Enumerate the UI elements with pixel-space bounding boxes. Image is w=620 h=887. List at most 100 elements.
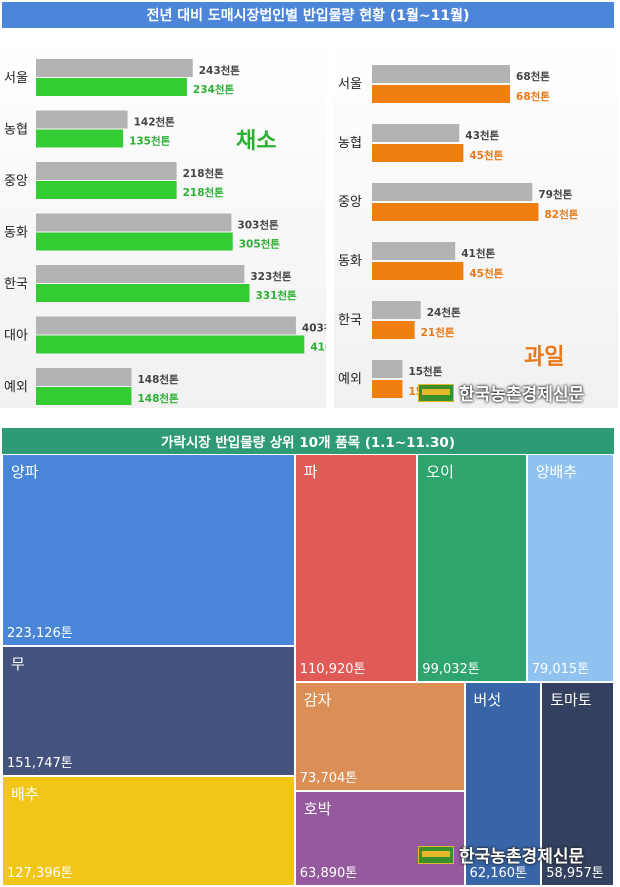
treemap-item-name: 양파	[11, 463, 39, 481]
current-year-bar	[36, 387, 132, 405]
newspaper-logo-icon	[418, 383, 454, 402]
prev-year-bar	[372, 301, 421, 319]
treemap-item-value: 110,920톤	[299, 661, 366, 677]
treemap-item-value: 127,396톤	[7, 865, 73, 881]
current-year-value-label: 148천톤	[137, 392, 179, 405]
prev-year-value-label: 79천톤	[538, 188, 572, 201]
category-label: 한국	[4, 277, 28, 292]
newspaper-logo-icon	[418, 845, 454, 864]
current-year-bar	[36, 232, 233, 251]
current-year-value-label: 135천톤	[129, 135, 171, 148]
treemap-item-name: 버섯	[473, 690, 502, 709]
treemap-item-name: 무	[11, 654, 25, 673]
chart-title-top: 전년 대비 도매시장법인별 반입물량 현황 (1월~11월)	[2, 2, 614, 28]
prev-year-value-label: 323천톤	[250, 270, 292, 283]
prev-year-bar	[36, 368, 132, 386]
current-year-bar	[372, 85, 511, 103]
prev-year-value-label: 148천톤	[137, 373, 179, 386]
prev-year-value-label: 15천톤	[408, 365, 442, 378]
treemap-item-name: 오이	[426, 463, 454, 481]
treemap-item-name: 양배추	[535, 463, 578, 481]
prev-year-value-label: 24천톤	[427, 306, 461, 319]
category-label: 서울	[4, 71, 28, 86]
treemap-cell: 호박 63,890톤	[294, 791, 465, 886]
watermark-text: 한국농촌경제신문	[459, 385, 585, 405]
current-year-bar	[36, 335, 305, 354]
category-group-label: 채소	[236, 129, 276, 154]
category-label: 중앙	[338, 195, 362, 210]
treemap-cell: 양배추 79,015톤	[526, 454, 614, 682]
prev-year-value-label: 142천톤	[134, 116, 176, 129]
prev-year-value-label: 243천톤	[199, 64, 241, 77]
category-label: 동화	[4, 226, 28, 241]
current-year-bar	[36, 129, 124, 148]
treemap-item-name: 토마토	[550, 690, 592, 709]
treemap-item-value: 151,747톤	[7, 756, 73, 772]
prev-year-bar	[372, 124, 460, 142]
watermark-text: 한국농촌경제신문	[459, 847, 585, 867]
current-year-bar	[372, 144, 464, 162]
prev-year-value-label: 68천톤	[516, 70, 550, 83]
watermark-bottom: 한국농촌경제신문	[418, 842, 584, 867]
chart-title-bottom: 가락시장 반입물량 상위 10개 품목 (1.1~11.30)	[2, 428, 614, 454]
current-year-bar	[372, 262, 464, 280]
treemap-cell: 감자 73,704톤	[294, 681, 465, 792]
current-year-value-label: 331천톤	[255, 289, 297, 302]
category-label: 농협	[4, 123, 28, 138]
prev-year-bar	[372, 242, 456, 260]
current-year-value-label: 218천톤	[183, 186, 225, 199]
prev-year-bar	[36, 162, 177, 180]
prev-year-bar	[36, 110, 128, 129]
current-year-value-label: 45천톤	[469, 149, 503, 162]
category-label: 농협	[338, 136, 362, 151]
prev-year-value-label: 218천톤	[183, 167, 225, 180]
current-year-bar	[372, 380, 403, 398]
current-year-value-label: 21천톤	[421, 326, 455, 339]
treemap-item-value: 223,126톤	[7, 625, 73, 641]
category-label: 예외	[338, 372, 362, 387]
category-label: 대아	[4, 329, 28, 344]
treemap-item-name: 파	[303, 463, 318, 481]
current-year-bar	[36, 78, 187, 96]
prev-year-bar	[36, 59, 193, 77]
treemap-item-value: 63,890톤	[299, 865, 358, 881]
current-year-value-label: 305천톤	[239, 238, 281, 251]
prev-year-value-label: 43천톤	[465, 129, 499, 142]
current-year-bar	[36, 284, 250, 302]
current-year-bar	[36, 181, 177, 199]
prev-year-value-label: 403천톤	[302, 322, 326, 335]
prev-year-bar	[372, 183, 533, 201]
current-year-bar	[372, 321, 415, 339]
category-label: 한국	[338, 313, 362, 328]
prev-year-bar	[372, 65, 511, 83]
current-year-value-label: 45천톤	[469, 267, 503, 280]
treemap-cell: 토마토 58,957톤	[541, 681, 614, 886]
treemap-item-value: 79,015톤	[531, 661, 590, 677]
treemap-item-value: 58,957톤	[546, 865, 604, 881]
prev-year-bar	[372, 360, 403, 378]
treemap-cell: 배추 127,396톤	[2, 776, 295, 886]
treemap-item-name: 배추	[11, 785, 39, 804]
treemap-item-name: 호박	[303, 800, 332, 819]
treemap-cell: 파 110,920톤	[294, 454, 418, 682]
category-label: 예외	[4, 380, 28, 395]
category-label: 서울	[338, 77, 362, 92]
watermark-top: 한국농촌경제신문	[418, 380, 584, 405]
current-year-bar	[372, 203, 539, 221]
treemap-cell: 오이 99,032톤	[417, 454, 527, 682]
treemap-item-value: 62,160톤	[469, 865, 527, 881]
fruit-panel: 서울 68천톤 68천톤 농협 43천톤 45천톤 중앙 79천톤 82천톤 동화 41천톤 45천톤…	[334, 36, 618, 408]
treemap-item-name: 감자	[303, 690, 332, 709]
current-year-value-label: 234천톤	[193, 83, 235, 96]
treemap-cell: 양파 223,126톤	[2, 454, 295, 646]
category-group-label: 과일	[524, 345, 564, 370]
current-year-value-label: 416천톤	[310, 341, 326, 354]
prev-year-bar	[36, 213, 232, 232]
prev-year-value-label: 41천톤	[461, 247, 495, 260]
prev-year-value-label: 303천톤	[237, 219, 279, 232]
category-label: 중앙	[4, 174, 28, 189]
